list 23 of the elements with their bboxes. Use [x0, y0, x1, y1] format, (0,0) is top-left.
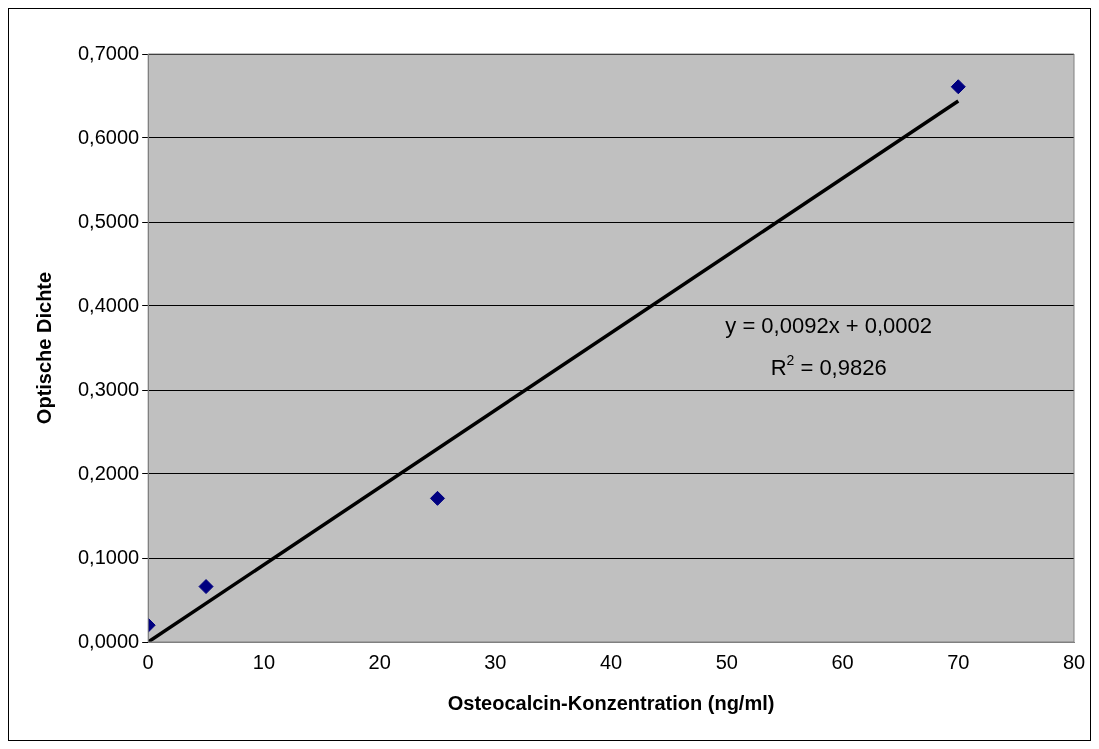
y-tick-label: 0,7000	[78, 41, 140, 64]
annotation: y = 0,0092x + 0,0002	[725, 313, 933, 339]
y-tick-label: 0,3000	[78, 377, 140, 400]
point	[429, 490, 445, 506]
y-tick-label: 0,2000	[78, 461, 140, 484]
x-tick-label: 70	[947, 650, 970, 673]
x-tick-label: 20	[368, 650, 391, 673]
point	[198, 579, 214, 595]
point	[950, 79, 966, 95]
x-tick-label: 60	[831, 650, 854, 673]
x-tick-label: 40	[599, 650, 623, 673]
x-axis-title: Osteocalcin-Konzentration (ng/ml)	[447, 691, 775, 714]
y-tick-label: 0,4000	[78, 293, 140, 316]
y-axis-title: Optische Dichte	[32, 271, 55, 425]
x-tick-label: 0	[142, 650, 154, 673]
x-tick-label: 80	[1062, 650, 1086, 673]
x-tick-label: 50	[715, 650, 738, 673]
x-tick-label: 30	[484, 650, 507, 673]
y-tick-label: 0,5000	[78, 209, 140, 232]
y-tick-label: 0,1000	[78, 545, 140, 568]
y-tick-label: 0,6000	[78, 125, 140, 148]
x-tick-label: 10	[252, 650, 276, 673]
y-tick-label: 0,0000	[78, 629, 140, 652]
